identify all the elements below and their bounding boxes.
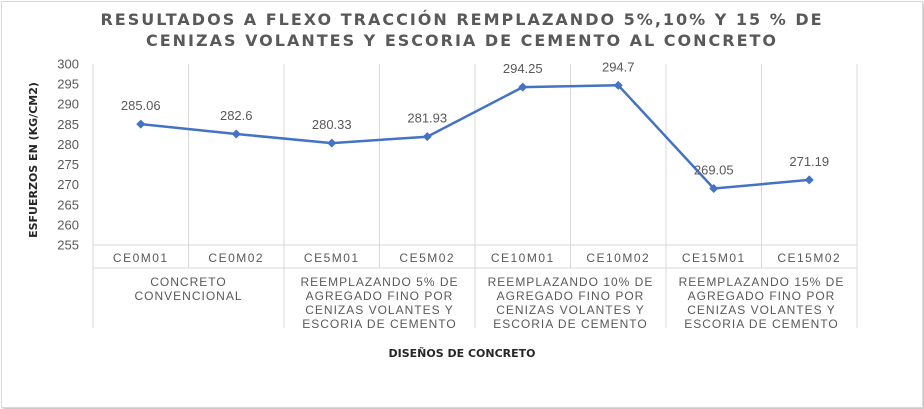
data-point-marker [804,175,814,185]
y-tick-label: 280 [57,137,79,152]
data-point-marker [613,80,623,90]
y-tick-label: 255 [57,238,79,253]
data-point-marker [327,138,337,148]
x-group-label-line: AGREGADO FINO POR [688,289,836,303]
y-tick-label: 260 [57,217,79,232]
x-tick-label: CE0M01 [113,251,169,265]
data-point-marker [136,119,146,129]
y-axis-ticks: 255 260 265 270 275 280 285 290 295 300 [57,57,79,253]
x-tick-label: CE10M02 [586,251,650,265]
x-tick-label: CE15M02 [777,251,841,265]
y-tick-label: 295 [57,77,79,92]
x-group-label-line: AGREGADO FINO POR [497,289,645,303]
x-group-label-line: CONVENCIONAL [134,289,242,303]
x-tick-label: CE5M01 [304,251,360,265]
y-axis-title: ESFUERZOS EN (KG/CM2) [27,82,40,238]
x-axis: CE0M01 CE0M02 CE5M01 CE5M02 CE10M01 CE10M02 CE… [93,244,857,331]
x-group-label-line: REEMPLAZANDO 5% DE [300,275,458,289]
x-group-label-line: ESCORIA DE CEMENTO [493,317,647,331]
x-group-label-line: ESCORIA DE CEMENTO [302,317,456,331]
data-labels: 285.06 282.6 280.33 281.93 294.25 294.7 269.05… [121,59,829,177]
x-tick-label: CE0M02 [208,251,264,265]
data-point-marker [231,129,241,139]
x-group-label-line: REEMPLAZANDO 15% DE [679,275,845,289]
data-label: 294.25 [503,61,543,76]
vertical-gridlines [92,64,858,328]
x-group-label-line: CENIZAS VOLANTES Y [305,303,453,317]
x-group-label-line: CENIZAS VOLANTES Y [496,303,644,317]
x-group-label-line: AGREGADO FINO POR [306,289,454,303]
x-group-label-line: CONCRETO [150,275,226,289]
x-group-label-line: REEMPLAZANDO 10% DE [488,275,654,289]
axis-titles: DISEÑOS DE CONCRETO ESFUERZOS EN (KG/CM2) [27,82,536,360]
data-label: 271.19 [789,154,829,169]
data-label: 282.6 [220,108,253,123]
chart-title-line: CENIZAS VOLANTES Y ESCORIA DE CEMENTO AL… [146,31,778,50]
data-label: 285.06 [121,98,161,113]
chart-title-line: RESULTADOS A FLEXO TRACCIÓN REMPLAZANDO … [100,10,823,29]
y-tick-label: 290 [57,97,79,112]
data-point-marker [422,132,432,142]
y-tick-label: 300 [57,57,79,72]
x-tick-label: CE15M01 [682,251,746,265]
data-label: 280.33 [312,117,352,132]
x-axis-title: DISEÑOS DE CONCRETO [389,347,536,360]
y-tick-label: 285 [57,117,79,132]
data-point-marker [518,82,528,92]
chart-title: RESULTADOS A FLEXO TRACCIÓN REMPLAZANDO … [100,10,823,50]
x-tick-label: CE10M01 [491,251,555,265]
x-group-label-line: CENIZAS VOLANTES Y [687,303,835,317]
series-polyline [140,84,810,190]
data-label: 281.93 [407,111,447,126]
data-points [136,80,814,193]
x-tick-label: CE5M02 [399,251,455,265]
data-label: 269.05 [694,162,734,177]
y-tick-label: 265 [57,197,79,212]
y-tick-label: 270 [57,177,79,192]
x-group-label-line: ESCORIA DE CEMENTO [684,317,838,331]
series-line [140,84,810,190]
data-label: 294.7 [602,59,635,74]
data-point-marker [709,183,719,193]
y-tick-label: 275 [57,157,79,172]
